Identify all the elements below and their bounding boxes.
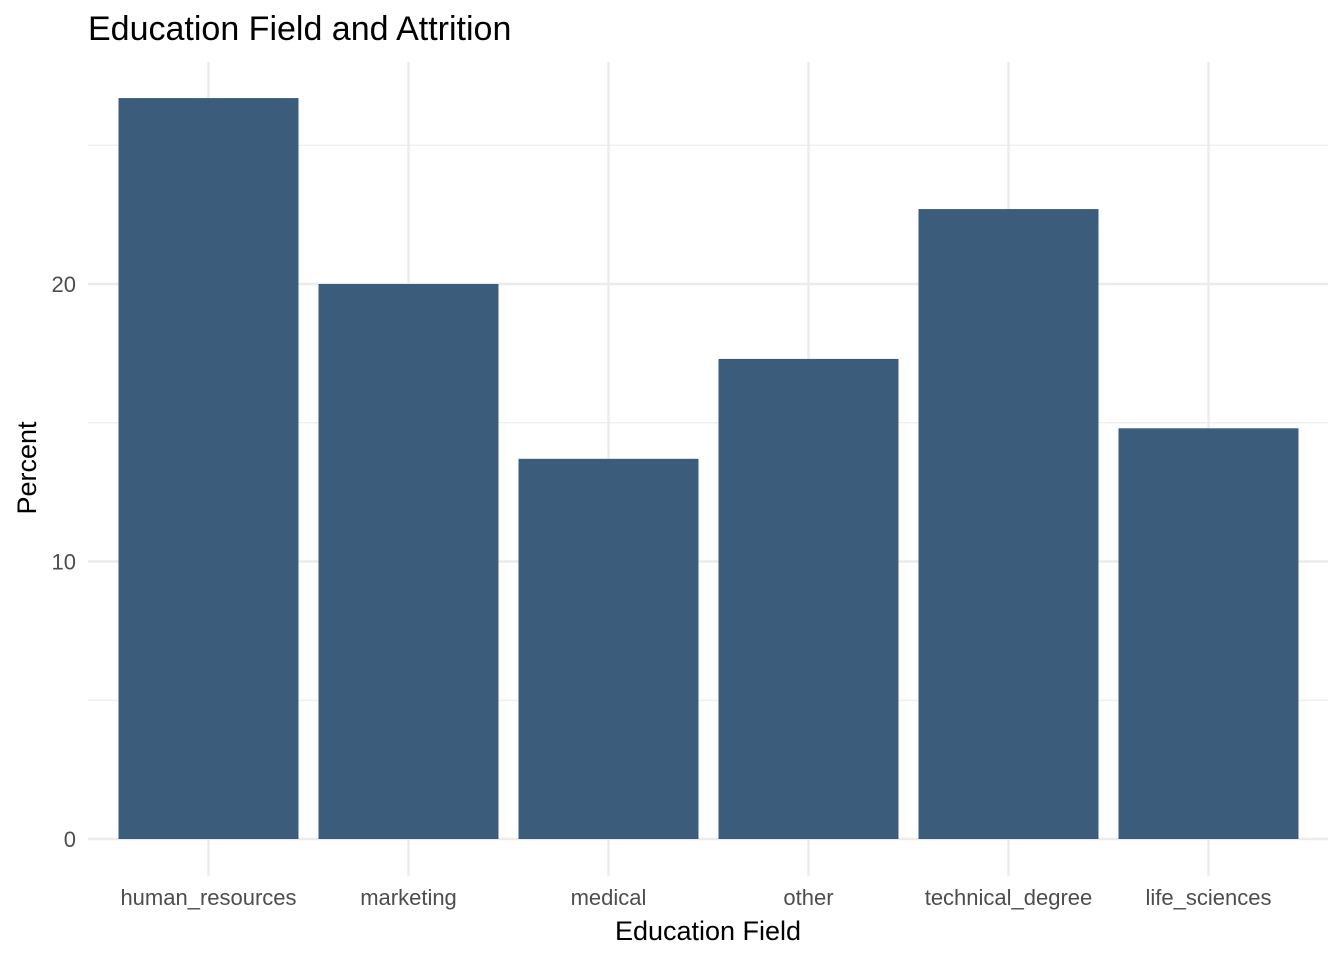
bars xyxy=(118,98,1299,839)
x-tick-label: marketing xyxy=(360,885,457,910)
x-tick-label: life_sciences xyxy=(1146,885,1272,910)
chart-title: Education Field and Attrition xyxy=(88,10,511,48)
y-tick-label: 0 xyxy=(64,827,76,852)
bar-medical xyxy=(518,458,699,839)
x-tick-label: medical xyxy=(571,885,647,910)
bar-life_sciences xyxy=(1118,428,1299,839)
y-tick-label: 10 xyxy=(52,550,76,575)
bar-human_resources xyxy=(118,98,299,839)
x-tick-label: human_resources xyxy=(120,885,296,910)
x-axis-title: Education Field xyxy=(615,916,801,946)
x-axis-ticks: human_resources marketing medical other tech… xyxy=(120,885,1271,910)
x-tick-label: other xyxy=(783,885,833,910)
y-tick-label: 20 xyxy=(52,272,76,297)
y-axis-title: Percent xyxy=(12,421,42,515)
bar-technical_degree xyxy=(918,209,1099,839)
bar-other xyxy=(718,358,899,839)
y-axis-ticks: 0 10 20 xyxy=(52,272,76,852)
bar-marketing xyxy=(318,284,499,839)
x-tick-label: technical_degree xyxy=(925,885,1093,910)
